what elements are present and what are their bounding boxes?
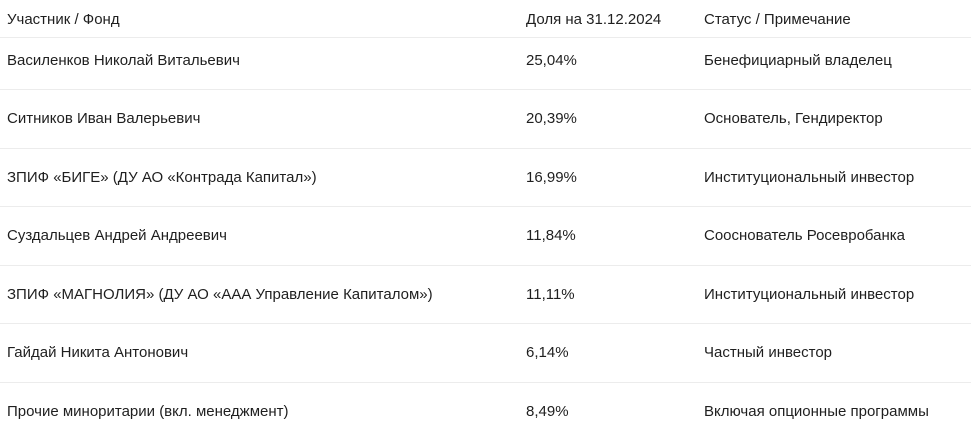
table-row: Ситников Иван Валерьевич 20,39% Основате… (0, 107, 971, 131)
participant-cell: Ситников Иван Валерьевич (7, 110, 201, 127)
participant-cell: ЗПИФ «БИГЕ» (ДУ АО «Контрада Капитал») (7, 169, 317, 186)
status-cell: Включая опционные программы (704, 403, 929, 420)
participant-cell: Василенков Николай Витальевич (7, 52, 240, 69)
share-cell: 16,99% (526, 169, 577, 186)
status-cell: Частный инвестор (704, 344, 833, 361)
header-participant: Участник / Фонд (7, 11, 120, 28)
header-share: Доля на 31.12.2024 (526, 11, 662, 28)
table-row: Прочие миноритарии (вкл. менеджмент) 8,4… (0, 400, 971, 424)
row-divider (0, 265, 971, 266)
table-row: Гайдай Никита Антонович 6,14% Частный ин… (0, 341, 971, 365)
table-row: Василенков Николай Витальевич 25,04% Бен… (0, 49, 971, 73)
participant-cell: Прочие миноритарии (вкл. менеджмент) (7, 403, 289, 420)
participant-cell: Гайдай Никита Антонович (7, 344, 189, 361)
status-cell: Институциональный инвестор (704, 286, 915, 303)
row-divider (0, 382, 971, 383)
header-status: Статус / Примечание (704, 11, 851, 28)
share-cell: 25,04% (526, 52, 577, 69)
table-row: Суздальцев Андрей Андреевич 11,84% Соосн… (0, 224, 971, 248)
share-cell: 11,84% (526, 227, 576, 244)
status-cell: Бенефициарный владелец (704, 52, 892, 69)
table-header: Участник / Фонд Доля на 31.12.2024 Стату… (0, 8, 971, 32)
status-cell: Институциональный инвестор (704, 169, 915, 186)
participant-cell: Суздальцев Андрей Андреевич (7, 227, 227, 244)
table-row: ЗПИФ «БИГЕ» (ДУ АО «Контрада Капитал») 1… (0, 166, 971, 190)
share-cell: 8,49% (526, 403, 569, 420)
row-divider (0, 206, 971, 207)
status-cell: Сооснователь Росевробанка (704, 227, 906, 244)
row-divider (0, 323, 971, 324)
row-divider (0, 37, 971, 38)
share-cell: 11,11% (526, 286, 575, 303)
table-row: ЗПИФ «МАГНОЛИЯ» (ДУ АО «ААА Управление К… (0, 283, 971, 307)
row-divider (0, 148, 971, 149)
share-cell: 20,39% (526, 110, 577, 127)
participant-cell: ЗПИФ «МАГНОЛИЯ» (ДУ АО «ААА Управление К… (7, 286, 433, 303)
status-cell: Основатель, Гендиректор (704, 110, 883, 127)
row-divider (0, 89, 971, 90)
share-cell: 6,14% (526, 344, 569, 361)
